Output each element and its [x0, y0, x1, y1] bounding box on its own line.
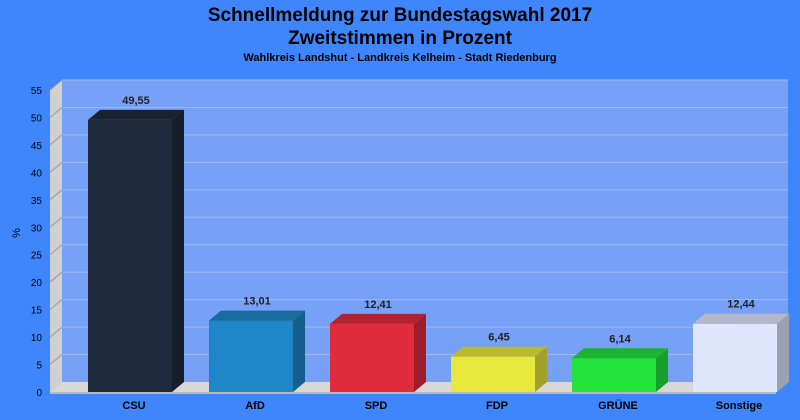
y-tick-label: 45 [31, 141, 43, 152]
bar-fdp [451, 346, 547, 392]
bar-value-label: 6,14 [609, 333, 631, 345]
bar-side [777, 313, 789, 392]
bar-value-label: 6,45 [488, 332, 509, 344]
y-tick-label: 15 [31, 306, 43, 317]
bar-sonstige [693, 313, 789, 392]
plot-floor-edge [50, 392, 776, 394]
category-label: SPD [365, 400, 388, 412]
bar-front [693, 323, 777, 392]
bar-afd [209, 310, 305, 392]
bar-front [330, 323, 414, 392]
plot-side-wall [50, 80, 62, 392]
y-tick-label: 0 [36, 388, 42, 399]
bar-front [209, 320, 293, 392]
bar-front [572, 358, 656, 392]
gridline-side [49, 299, 63, 311]
gridline-side [49, 79, 63, 91]
gridline-side [49, 244, 63, 256]
bar-top [88, 109, 184, 120]
bar-side [414, 313, 426, 392]
y-tick-label: 10 [31, 333, 43, 344]
chart-title-line1: Schnellmeldung zur Bundestagswahl 2017 [207, 5, 593, 26]
bar-top [209, 310, 305, 321]
gridline-side [49, 326, 63, 338]
y-axis-title: % [11, 228, 23, 238]
y-tick-label: 35 [31, 196, 43, 207]
bar-grüne [572, 348, 668, 392]
bar-front [88, 119, 172, 393]
bar-top [572, 348, 668, 359]
gridline-side [49, 216, 63, 228]
bar-side [293, 310, 305, 392]
category-label: AfD [245, 400, 265, 412]
y-tick-label: 5 [36, 361, 42, 372]
bar-value-label: 12,44 [727, 299, 755, 311]
gridline-side [49, 161, 63, 173]
y-tick-label: 40 [31, 168, 43, 179]
bar-value-label: 13,01 [243, 296, 271, 308]
gridline-side [49, 354, 63, 365]
gridline-side [49, 134, 63, 146]
bar-side [656, 348, 668, 392]
category-label: CSU [122, 400, 145, 412]
y-tick-label: 50 [31, 113, 43, 124]
bar-top [330, 313, 426, 324]
gridline-side [49, 107, 63, 118]
chart-header: Schnellmeldung zur Bundestagswahl 2017 Z… [0, 0, 800, 64]
bar-top [451, 346, 547, 357]
bar-side [172, 109, 184, 393]
y-tick-label: 20 [31, 278, 43, 289]
chart-subtitle: Wahlkreis Landshut - Landkreis Kelheim -… [243, 52, 557, 64]
bar-csu [88, 109, 184, 393]
bar-spd [330, 313, 426, 392]
bar-value-label: 49,55 [122, 95, 150, 107]
gridline-side [49, 271, 63, 283]
y-tick-label: 30 [31, 223, 43, 234]
bar-front [451, 356, 535, 392]
bar-side [535, 346, 547, 392]
bar-value-label: 12,41 [364, 299, 392, 311]
gridline-side [49, 189, 63, 201]
y-tick-label: 55 [31, 86, 43, 97]
bar-top [693, 313, 789, 324]
chart-title-line2: Zweitstimmen in Prozent [288, 28, 512, 49]
category-label: Sonstige [716, 400, 762, 412]
y-tick-label: 25 [31, 251, 43, 262]
category-label: FDP [486, 400, 508, 412]
category-label: GRÜNE [598, 399, 638, 412]
